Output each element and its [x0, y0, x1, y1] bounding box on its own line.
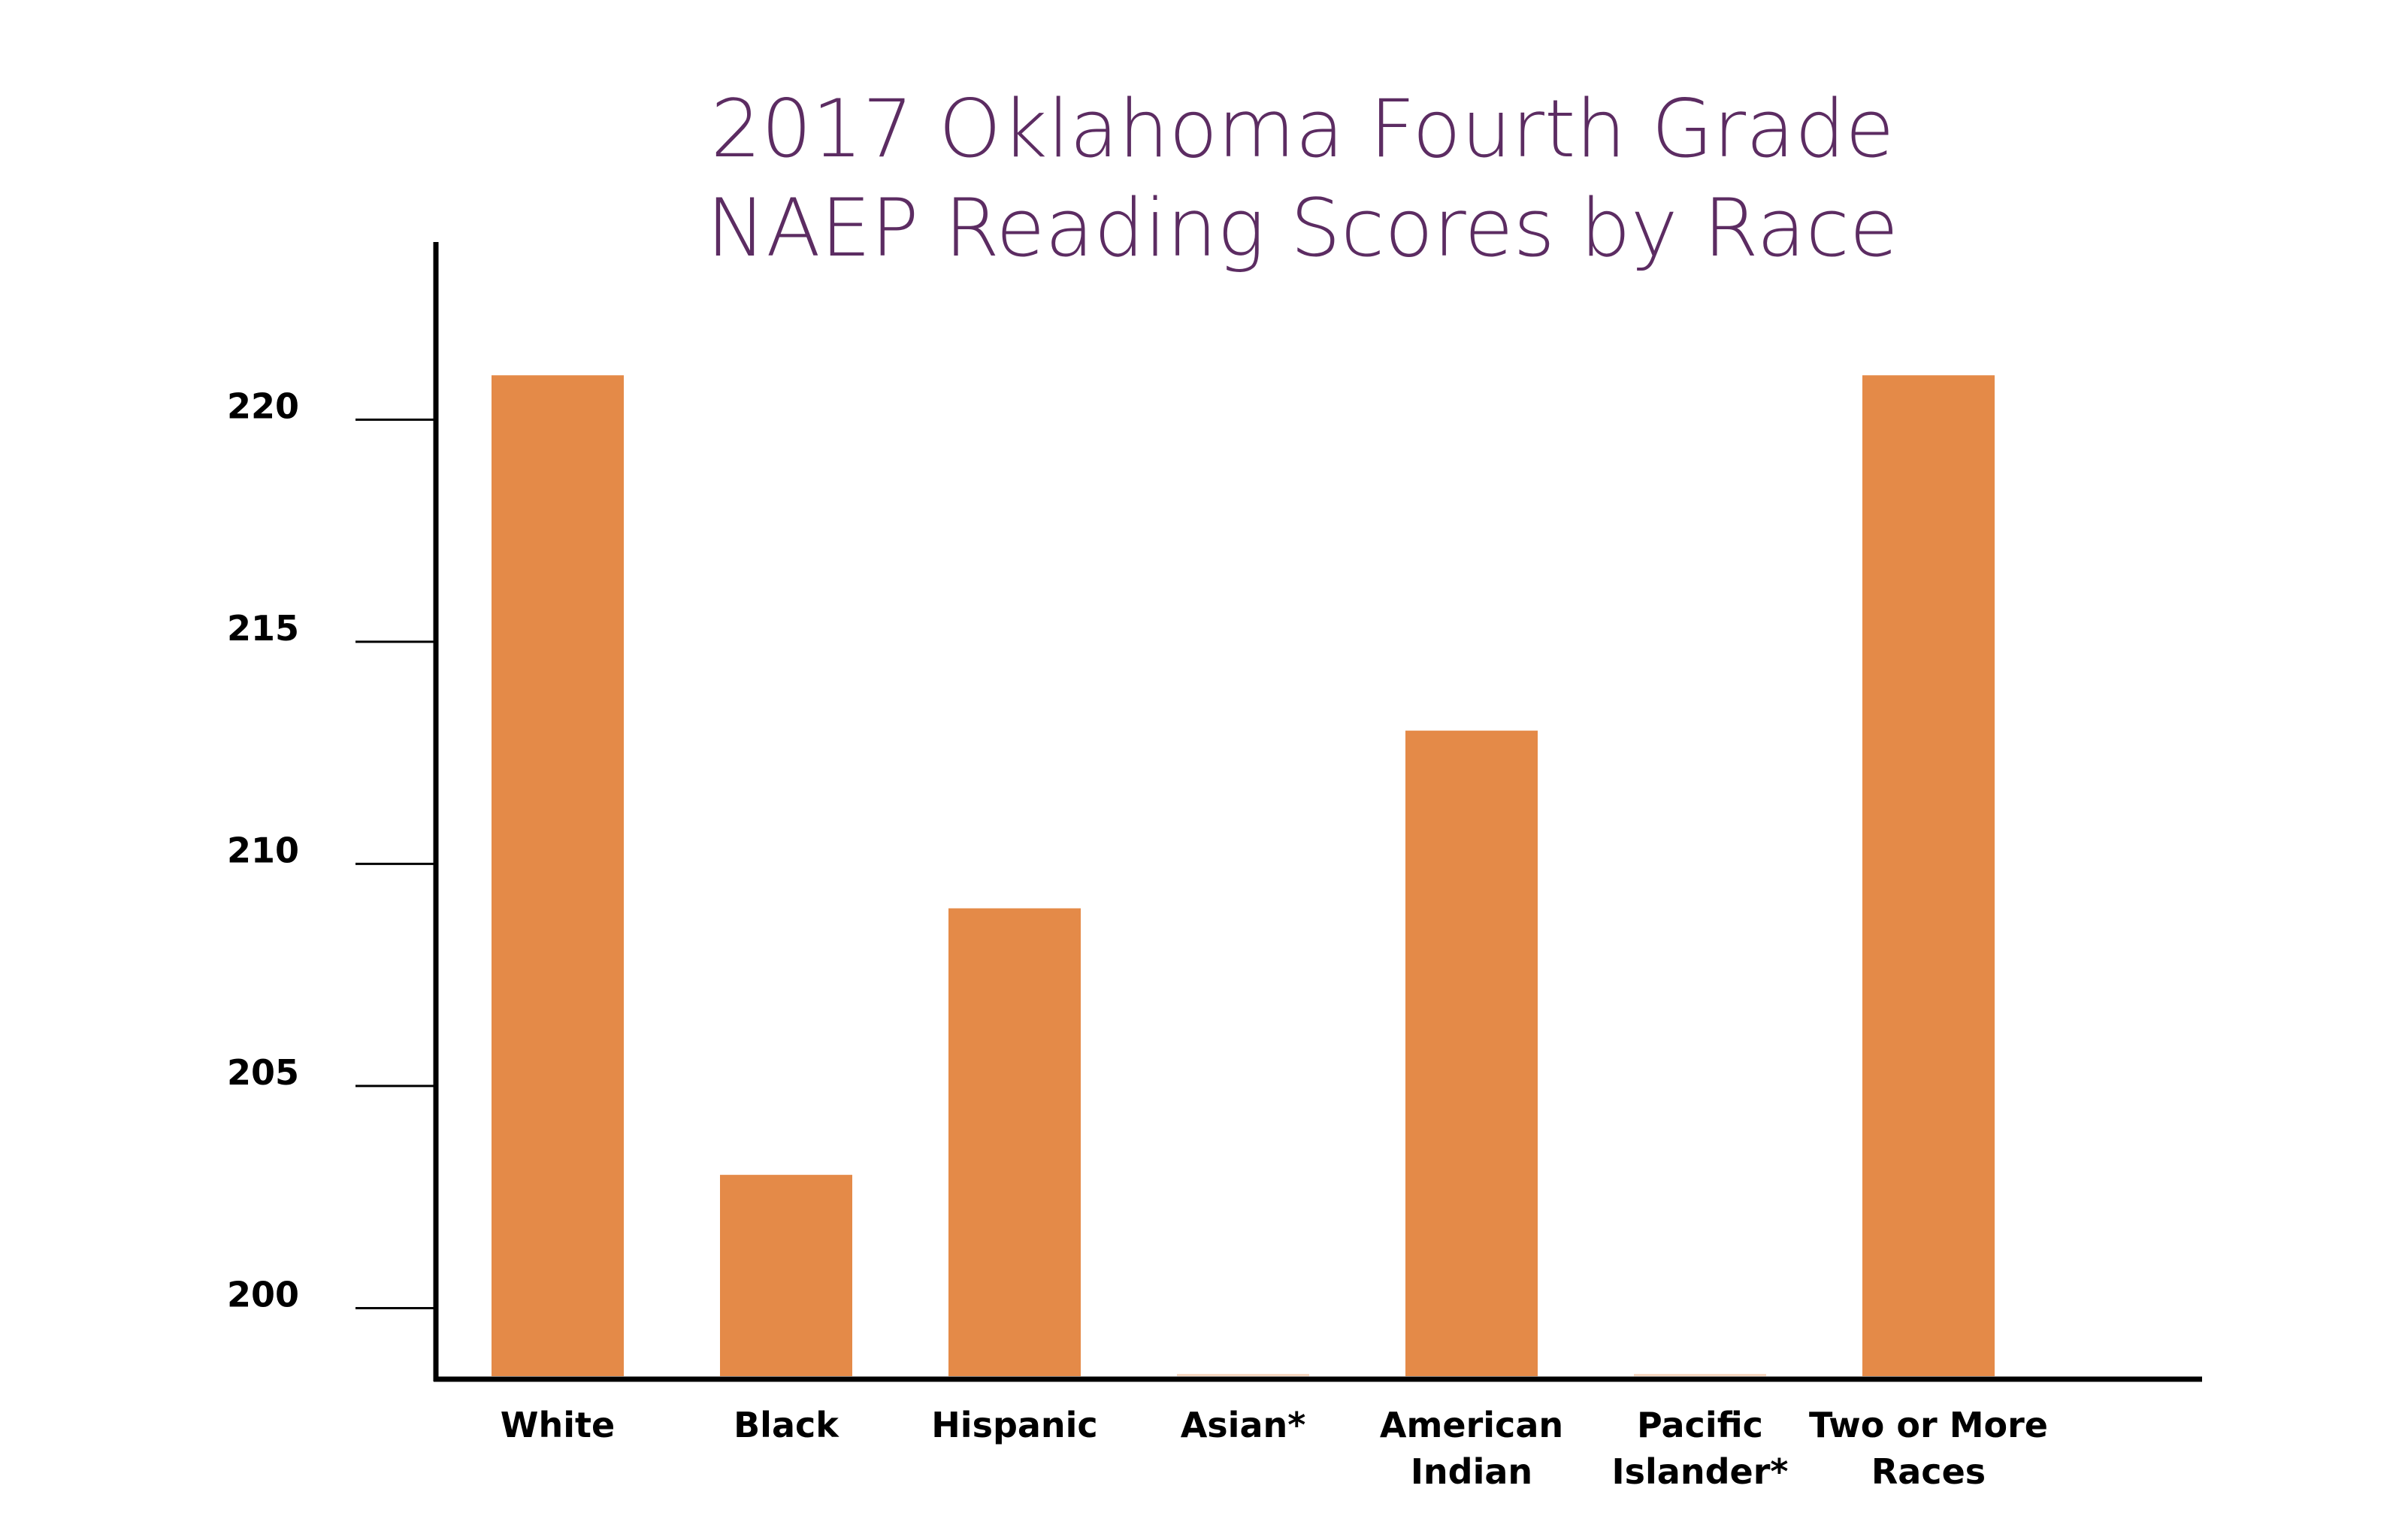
y-tick-label-220: 220	[227, 386, 299, 426]
y-tick-label-205: 205	[227, 1052, 299, 1093]
x-tick-label: Pacific	[1637, 1405, 1763, 1445]
y-tick-label-215: 215	[227, 608, 299, 649]
bar-american-indian	[1405, 731, 1538, 1376]
bar-pacific-islander-no-data	[1634, 1374, 1766, 1376]
x-tick-label: Indian	[1411, 1451, 1532, 1492]
chart-title-line-2: NAEP Reading Scores by Race	[706, 182, 1898, 274]
x-tick-label: Asian*	[1181, 1405, 1306, 1445]
chart-title-line-1: 2017 Oklahoma Fourth Grade	[710, 83, 1894, 175]
y-tick-label-200: 200	[227, 1274, 299, 1315]
x-tick-label: Two or More	[1809, 1405, 2048, 1445]
bar-hispanic	[948, 908, 1081, 1376]
bar-white	[492, 375, 624, 1376]
x-tick-label: Races	[1871, 1451, 1986, 1492]
x-tick-label: American	[1380, 1405, 1563, 1445]
bars	[492, 375, 1995, 1376]
x-tick-label: Islander*	[1612, 1451, 1789, 1492]
bar-two-or-more-races	[1862, 375, 1995, 1376]
x-tick-label: Black	[734, 1405, 839, 1445]
axes	[433, 242, 2202, 1382]
bar-asian-no-data	[1177, 1374, 1309, 1376]
x-tick-label: Hispanic	[931, 1405, 1097, 1445]
x-tick-label: White	[501, 1405, 615, 1445]
y-axis-ticks: 200 205 210 215 220	[227, 386, 436, 1315]
bar-black	[720, 1175, 852, 1376]
x-axis-labels: White Black Hispanic Asian* American Indian Pa…	[501, 1405, 2048, 1492]
y-tick-label-210: 210	[227, 830, 299, 870]
